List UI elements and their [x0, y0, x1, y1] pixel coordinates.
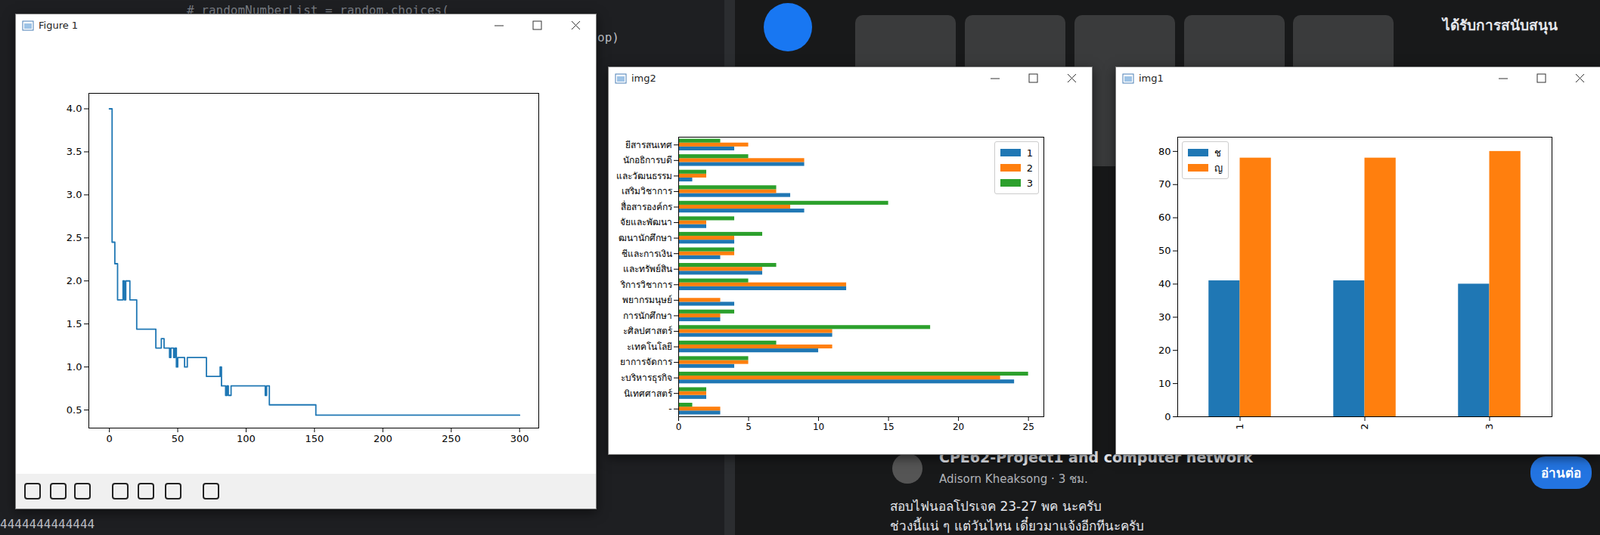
html-text:1: 1 [1026, 147, 1033, 159]
svg-text:50: 50 [1158, 244, 1172, 257]
svg-text:10: 10 [812, 421, 825, 433]
svg-text:100: 100 [236, 433, 256, 445]
html-text:อ่านต่อ: อ่านต่อ [1541, 465, 1582, 481]
svg-text:10: 10 [1158, 378, 1172, 390]
svg-text:5: 5 [745, 421, 752, 433]
html-text:สอบไฟนอลโปรเจค 23-27 พค นะครับ: สอบไฟนอลโปรเจค 23-27 พค นะครับ [889, 499, 1102, 515]
svg-text:200: 200 [373, 433, 393, 445]
svg-text:250: 250 [441, 433, 461, 445]
html-text:op): op) [597, 30, 620, 45]
svg-text:60: 60 [1158, 211, 1172, 224]
svg-text:80: 80 [1158, 145, 1172, 158]
svg-text:ยีสารสนเทศ: ยีสารสนเทศ [625, 139, 673, 151]
svg-text:50: 50 [171, 433, 185, 445]
svg-text:และวัฒนธรรม: และวัฒนธรรม [616, 170, 673, 182]
svg-text:2: 2 [1358, 424, 1371, 431]
svg-text:300: 300 [510, 433, 530, 445]
svg-text:25: 25 [1023, 421, 1035, 433]
svg-text:จัยและพัฒนา: จัยและพัฒนา [620, 217, 673, 228]
svg-text:สื่อสารองค์กร: สื่อสารองค์กร [620, 200, 673, 213]
svg-text:30: 30 [1158, 311, 1172, 323]
svg-text:2.0: 2.0 [66, 275, 83, 287]
svg-text:1.5: 1.5 [66, 318, 83, 330]
svg-text:4.0: 4.0 [66, 102, 83, 115]
svg-text:ริการวิชาการ: ริการวิชาการ [620, 279, 673, 291]
svg-text:และทรัพย์สิน: และทรัพย์สิน [623, 263, 673, 275]
svg-text:20: 20 [1158, 344, 1172, 357]
svg-text:70: 70 [1158, 178, 1172, 190]
html-text:ช่วงนี้แน่ ๆ แต่วันไหน เดี๋ยวม: ช่วงนี้แน่ ๆ แต่วันไหน เดี๋ยวมาแจ้งอีกที… [889, 518, 1145, 534]
svg-text:ชีและการเงิน: ชีและการเงิน [621, 248, 673, 260]
html-text:Adisorn Kheaksong · 3 ชม.: Adisorn Kheaksong · 3 ชม. [939, 472, 1088, 487]
svg-text:40: 40 [1158, 278, 1172, 290]
html-text:ญ: ญ [1214, 162, 1223, 174]
svg-text:20: 20 [952, 421, 965, 433]
html-text:img2: img2 [631, 72, 657, 84]
svg-text:การนักศึกษา: การนักศึกษา [623, 310, 673, 322]
svg-text:ะเทคโนโลยี: ะเทคโนโลยี [626, 341, 673, 353]
svg-text:0.5: 0.5 [66, 404, 83, 416]
html-text:img1: img1 [1138, 72, 1164, 84]
svg-text:นิเทศศาสตร์: นิเทศศาสตร์ [623, 388, 673, 400]
svg-text:3: 3 [1483, 424, 1495, 431]
html-text:3: 3 [1026, 177, 1033, 189]
html-text:ช: ช [1214, 147, 1222, 159]
html-text:CPE62-Project1 and computer ne: CPE62-Project1 and computer network [939, 449, 1253, 466]
svg-text:3.0: 3.0 [66, 189, 83, 201]
svg-text:0: 0 [105, 433, 112, 445]
svg-text:150: 150 [304, 433, 324, 445]
svg-text:-: - [668, 403, 672, 415]
svg-text:1: 1 [1234, 424, 1246, 431]
svg-text:15: 15 [882, 421, 894, 433]
svg-text:1.0: 1.0 [66, 361, 83, 373]
svg-text:ะบริหารธุรกิจ: ะบริหารธุรกิจ [620, 372, 673, 385]
svg-text:นักอธิการบดี: นักอธิการบดี [623, 155, 673, 166]
svg-text:3.5: 3.5 [66, 145, 83, 158]
svg-text:ยาการจัดการ: ยาการจัดการ [620, 356, 673, 368]
svg-text:2.5: 2.5 [66, 232, 83, 244]
svg-text:ฒนานักศึกษา: ฒนานักศึกษา [618, 232, 673, 244]
html-text:# randomNumberList = random.ch: # randomNumberList = random.choices( [186, 3, 449, 18]
svg-text:ะศิลปศาสตร์: ะศิลปศาสตร์ [623, 325, 673, 337]
html-text:4444444444444: 4444444444444 [0, 517, 95, 532]
html-text:2: 2 [1026, 162, 1033, 174]
svg-text:0: 0 [1164, 411, 1171, 423]
svg-text:0: 0 [675, 421, 683, 433]
html-text:ได้รับการสนับสนุน: ได้รับการสนับสนุน [1442, 16, 1558, 34]
html-text:Figure 1: Figure 1 [38, 19, 78, 32]
svg-text:พยากรมนุษย์: พยากรมนุษย์ [622, 294, 673, 307]
svg-text:เสริมวิชาการ: เสริมวิชาการ [621, 186, 673, 197]
